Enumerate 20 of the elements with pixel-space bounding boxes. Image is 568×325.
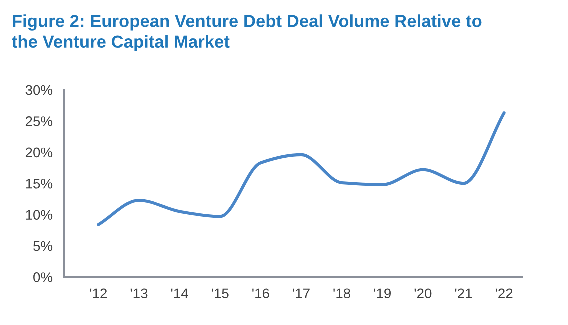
x-tick-label: '16 bbox=[252, 288, 270, 299]
y-tick-label: 15% bbox=[26, 179, 53, 189]
chart-title: Figure 2: European Venture Debt Deal Volume Relative to the Venture Capital Market bbox=[12, 14, 482, 52]
x-tick-label: '14 bbox=[171, 288, 188, 298]
x-tick-label: '12 bbox=[90, 288, 108, 298]
line-series bbox=[97, 112, 506, 226]
y-tick-label: 5% bbox=[34, 241, 53, 252]
x-tick-label: '21 bbox=[455, 288, 472, 298]
y-tick-label: 25% bbox=[26, 116, 53, 126]
x-tick-label: '17 bbox=[293, 288, 310, 298]
y-tick-label: 20% bbox=[26, 148, 53, 158]
x-tick-label: '20 bbox=[414, 288, 432, 299]
x-tick-label: '22 bbox=[496, 288, 513, 298]
y-tick-label: 30% bbox=[26, 85, 53, 96]
x-tick-label: '18 bbox=[334, 288, 350, 299]
x-tick-label: '13 bbox=[130, 288, 148, 299]
y-tick-label: 10% bbox=[26, 210, 53, 220]
x-tick-label: '19 bbox=[374, 288, 392, 299]
y-tick-label: 0% bbox=[34, 272, 53, 282]
x-tick-label: '15 bbox=[212, 288, 229, 299]
